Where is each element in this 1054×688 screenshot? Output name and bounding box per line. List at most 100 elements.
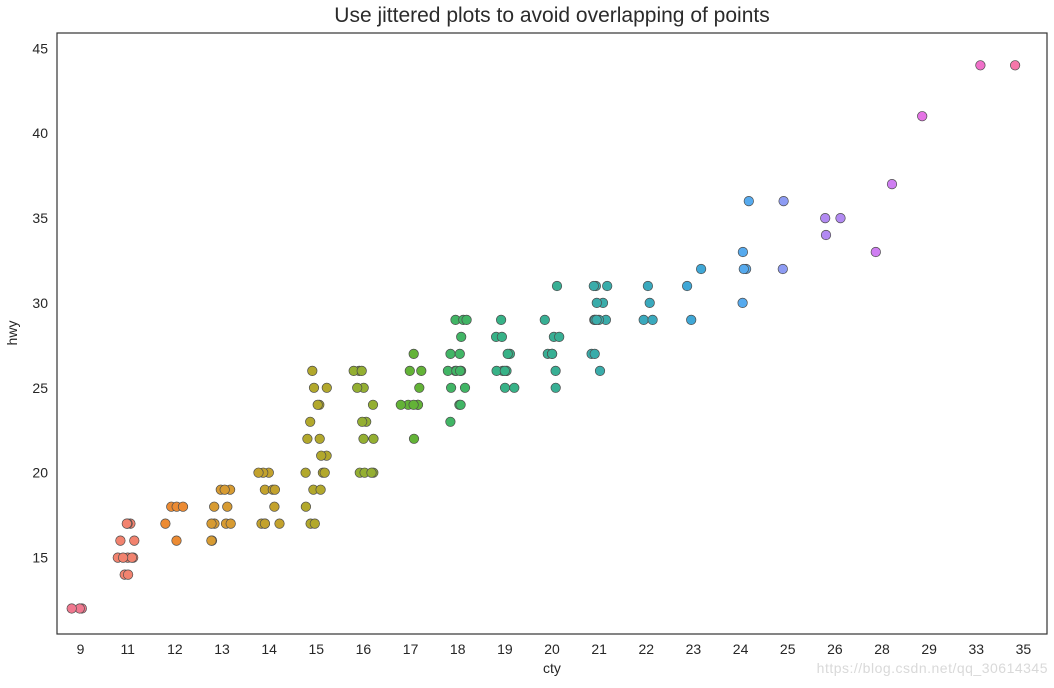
x-tick-label: 24	[733, 641, 749, 657]
data-point	[316, 450, 327, 461]
data-point	[367, 399, 379, 410]
data-point	[638, 314, 649, 325]
data-point	[259, 518, 270, 529]
data-point	[269, 501, 280, 512]
data-point	[550, 365, 561, 376]
data-point	[502, 348, 513, 359]
x-tick-label: 17	[403, 641, 419, 657]
y-tick-label: 15	[32, 550, 48, 566]
data-point	[591, 297, 602, 308]
data-point	[395, 399, 406, 410]
data-point	[366, 467, 377, 478]
data-point	[219, 484, 230, 495]
data-point	[308, 382, 320, 393]
x-tick-label: 9	[77, 641, 85, 657]
data-point	[550, 382, 561, 393]
data-point	[554, 331, 565, 342]
data-point	[975, 60, 986, 71]
x-tick-label: 35	[1016, 641, 1032, 657]
data-point	[126, 552, 137, 563]
y-tick-label: 30	[32, 295, 48, 311]
data-point	[408, 348, 419, 359]
data-point	[358, 433, 369, 444]
data-point	[459, 382, 471, 393]
data-point	[820, 229, 832, 241]
y-axis-label: hwy	[4, 320, 20, 346]
data-point	[644, 297, 655, 308]
data-point	[647, 314, 658, 325]
data-point	[602, 280, 613, 292]
data-point	[917, 111, 928, 122]
data-point	[445, 416, 456, 427]
y-tick-label: 25	[32, 380, 48, 396]
data-point	[225, 518, 236, 529]
data-point	[321, 382, 332, 393]
data-point	[115, 535, 126, 546]
data-point	[886, 179, 898, 190]
data-point	[446, 382, 457, 393]
data-point	[461, 314, 472, 325]
data-point	[835, 213, 846, 224]
x-tick-label: 11	[120, 641, 135, 657]
data-point	[1009, 60, 1021, 71]
x-tick-label: 12	[167, 641, 183, 657]
data-point	[455, 399, 466, 410]
data-point	[314, 433, 325, 444]
data-point	[206, 535, 217, 546]
x-tick-label: 19	[497, 641, 513, 657]
y-tick-label: 35	[32, 210, 48, 226]
data-point	[121, 518, 132, 529]
data-point	[408, 399, 419, 410]
x-axis-label: cty	[543, 660, 561, 676]
data-point	[302, 433, 313, 444]
data-point	[509, 382, 520, 393]
data-point	[171, 535, 182, 546]
data-point	[589, 348, 600, 359]
x-tick-label: 23	[686, 641, 702, 657]
data-point	[300, 501, 311, 512]
data-point	[778, 196, 789, 207]
data-point	[309, 518, 320, 529]
data-point	[681, 280, 693, 292]
data-point	[695, 263, 707, 275]
data-point	[737, 297, 748, 308]
data-point	[357, 416, 368, 427]
data-point	[269, 484, 280, 495]
data-point	[455, 365, 466, 376]
x-tick-label: 25	[780, 641, 796, 657]
data-point	[305, 416, 316, 427]
data-point	[642, 280, 654, 292]
data-point	[356, 365, 367, 376]
data-point	[870, 246, 881, 258]
x-tick-label: 21	[591, 641, 607, 657]
watermark-text: https://blog.csdn.net/qq_30614345	[816, 660, 1048, 676]
data-point	[591, 314, 602, 325]
data-point	[777, 263, 788, 275]
data-point	[206, 518, 217, 529]
data-point	[416, 365, 427, 376]
data-point	[253, 467, 264, 478]
data-point	[160, 518, 171, 529]
data-point	[588, 280, 599, 292]
data-point	[496, 314, 507, 325]
data-point	[307, 365, 318, 376]
data-point	[300, 467, 311, 478]
data-point	[352, 382, 363, 393]
x-tick-label: 14	[261, 641, 277, 657]
data-point	[499, 382, 511, 393]
data-point	[408, 433, 420, 444]
x-tick-label: 26	[827, 641, 843, 657]
data-point	[117, 552, 129, 563]
data-point	[546, 348, 558, 359]
data-point	[129, 535, 140, 546]
data-point	[442, 365, 453, 376]
data-point	[66, 603, 77, 614]
data-point	[539, 314, 550, 325]
y-tick-label: 45	[32, 40, 48, 56]
data-point	[496, 331, 507, 342]
data-point	[414, 382, 425, 393]
data-point	[123, 569, 134, 580]
y-tick-label: 20	[32, 465, 48, 481]
data-point	[368, 433, 379, 444]
